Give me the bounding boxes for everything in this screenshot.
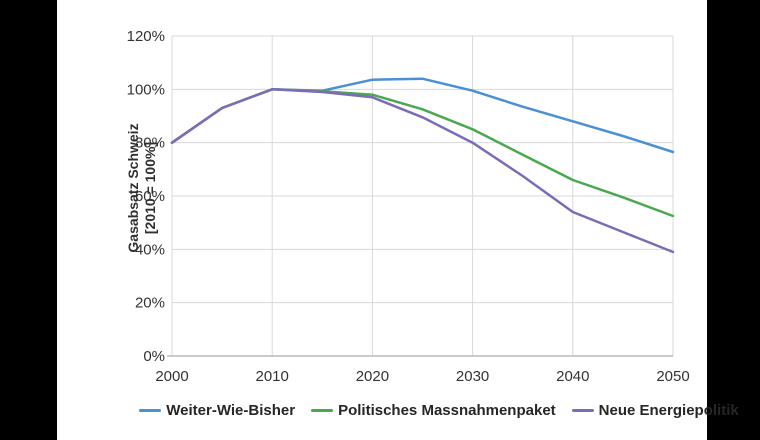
y-tick-label: 120% [127, 28, 165, 45]
series-line-swatch-green [311, 408, 334, 412]
legend-label: Neue Energiepolitik [598, 401, 739, 419]
chart-canvas: Gasabsatz Schweiz [2010 = 100%] 120% 100%… [57, 0, 739, 440]
series-line-2 [170, 88, 675, 254]
y-tick-label: 80% [135, 135, 165, 152]
x-tick-label: 2000 [155, 368, 188, 385]
series-line-swatch-purple [571, 408, 594, 412]
series-line-swatch-blue [139, 408, 162, 412]
legend-label: Politisches Massnahmenpaket [338, 401, 556, 419]
legend-item-politisches-massnahmenpaket: Politisches Massnahmenpaket [311, 402, 556, 419]
series-line-1 [170, 88, 675, 218]
legend-label: Weiter-Wie-Bisher [166, 401, 296, 419]
legend-item-neue-energiepolitik: Neue Energiepolitik [571, 401, 739, 419]
x-tick-label: 2040 [556, 368, 589, 385]
x-tick-label: 2010 [256, 368, 289, 385]
x-tick-label: 2050 [656, 368, 689, 385]
y-tick-label: 20% [135, 295, 165, 312]
legend: Weiter-Wie-Bisher Politisches Massnahmen… [114, 397, 760, 423]
y-tick-label: 0% [143, 348, 165, 365]
y-tick-label: 100% [127, 81, 165, 98]
y-tick-label: 60% [135, 188, 165, 205]
legend-item-weiter-wie-bisher: Weiter-Wie-Bisher [139, 402, 295, 419]
x-tick-label: 2020 [356, 368, 389, 385]
y-tick-label: 40% [135, 241, 165, 258]
x-tick-label: 2030 [456, 368, 489, 385]
